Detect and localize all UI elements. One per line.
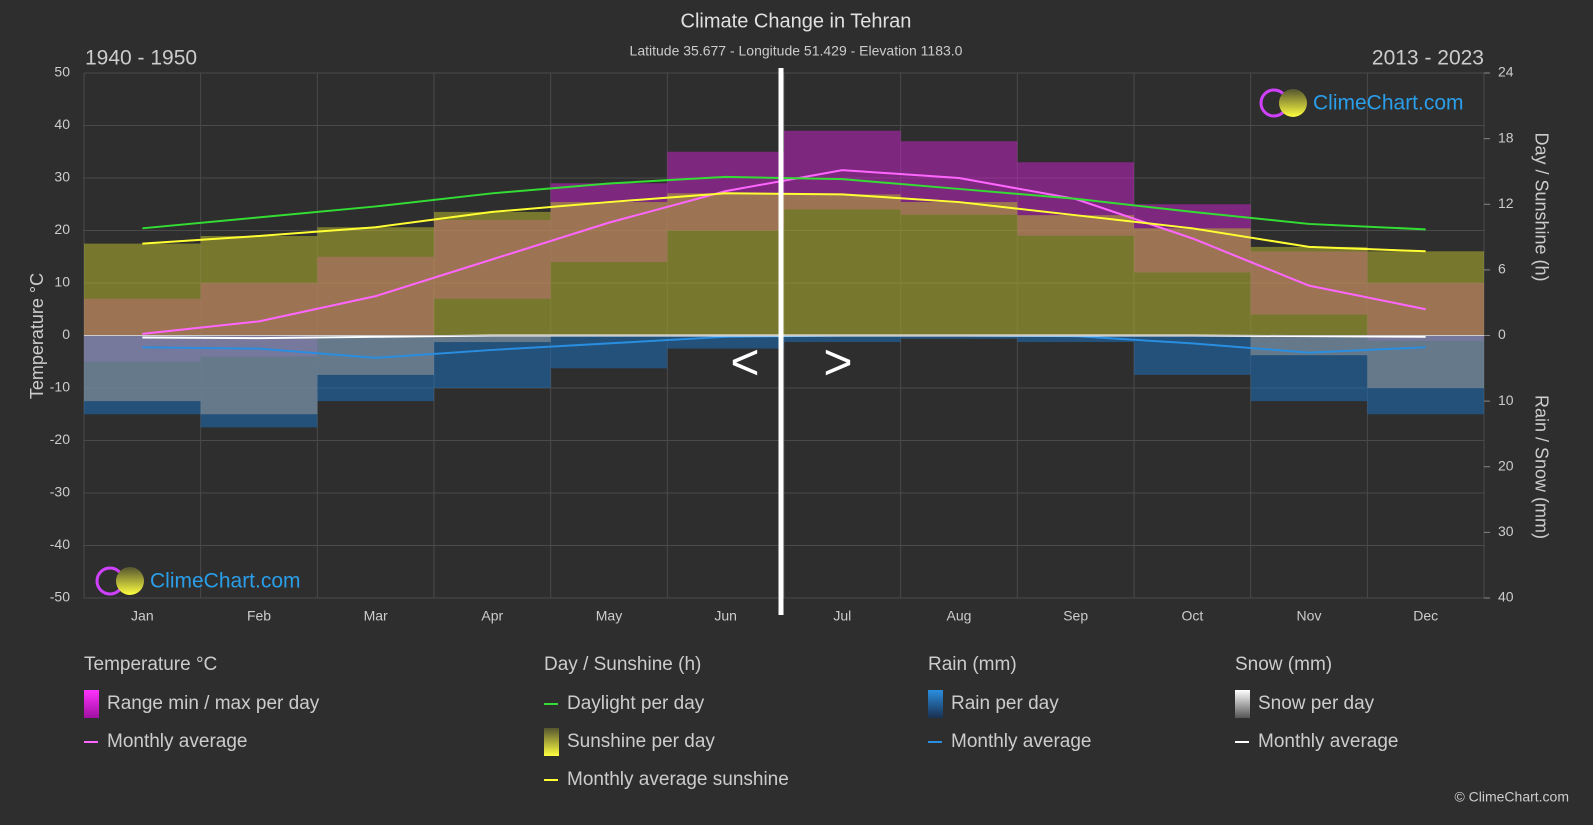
bar	[784, 335, 901, 343]
bar	[1134, 335, 1251, 375]
y-tick-label: 20	[54, 221, 70, 237]
legend-title: Day / Sunshine (h)	[544, 654, 701, 675]
y2-tick-label: 18	[1498, 129, 1514, 145]
bar	[434, 335, 551, 343]
bar	[200, 235, 318, 336]
x-tick-label: Jun	[714, 608, 737, 624]
x-tick-label: Jul	[833, 608, 851, 624]
legend-swatch	[1235, 690, 1250, 718]
y-tick-label: 40	[54, 116, 70, 132]
y2-tick-label: 6	[1498, 261, 1506, 277]
bar	[434, 335, 551, 388]
legend-entry: Monthly average	[951, 731, 1091, 752]
y2-tick-label: 0	[1498, 326, 1506, 342]
y3-tick-label: 20	[1498, 457, 1514, 473]
y2-tick-label: 12	[1498, 195, 1514, 211]
x-tick-label: Mar	[364, 608, 388, 624]
legend-entry: Snow per day	[1258, 693, 1375, 714]
y-tick-label: -40	[50, 536, 70, 552]
x-tick-label: Sep	[1063, 608, 1088, 624]
legend-entry: Daylight per day	[567, 693, 705, 714]
y-tick-label: 0	[62, 326, 70, 342]
y3-tick-label: 30	[1498, 523, 1514, 539]
chart-title: Climate Change in Tehran	[681, 10, 912, 32]
legend-entry: Monthly average sunshine	[567, 769, 789, 790]
bar	[84, 243, 201, 336]
plot-area: -50 -40 -30 -20 -10 0 10 20 30 40 50 0 6 12 18 24 10 20 30…	[50, 64, 1514, 624]
x-tick-label: Dec	[1413, 608, 1438, 624]
y2-tick-label: 24	[1498, 64, 1514, 80]
logo-bottom: ClimeChart.com	[95, 566, 301, 596]
bar	[1367, 251, 1484, 336]
bar	[317, 227, 434, 336]
bar	[1367, 335, 1484, 388]
copyright: © ClimeChart.com	[1454, 789, 1569, 805]
x-tick-label: Feb	[247, 608, 271, 624]
y3-tick-label: 40	[1498, 589, 1514, 605]
y3-axis-label: Rain / Snow (mm)	[1531, 395, 1551, 539]
y-tick-label: -20	[50, 431, 70, 447]
bar	[84, 335, 201, 402]
line	[142, 192, 1426, 253]
legend-title: Rain (mm)	[928, 654, 1017, 675]
legend-swatch	[544, 728, 559, 756]
bar	[1250, 246, 1368, 336]
legend-swatch	[84, 690, 99, 718]
y-tick-label: -10	[50, 379, 70, 395]
bar	[1017, 335, 1134, 343]
x-tick-label: May	[596, 608, 622, 624]
y-tick-label: -50	[50, 589, 70, 605]
y-tick-label: -30	[50, 484, 70, 500]
y-tick-label: 10	[54, 274, 70, 290]
y-tick-label: 30	[54, 169, 70, 185]
bar	[1134, 228, 1251, 336]
watermark: ClimeChart.com	[150, 570, 301, 593]
x-tick-label: Jan	[131, 608, 154, 624]
x-tick-label: Nov	[1297, 608, 1322, 624]
bar	[784, 194, 901, 336]
legend-entry: Monthly average	[107, 731, 247, 752]
legend-entry: Monthly average	[1258, 731, 1398, 752]
logo-top: ClimeChart.com	[1259, 88, 1464, 118]
y-tick-label: 50	[54, 64, 70, 80]
bar	[434, 211, 551, 336]
bar	[900, 202, 1018, 336]
legend-entry: Sunshine per day	[567, 731, 715, 752]
watermark: ClimeChart.com	[1313, 92, 1464, 115]
period-left: 1940 - 1950	[85, 47, 197, 70]
legend-entry: Range min / max per day	[107, 693, 320, 714]
logo-sun	[1279, 89, 1307, 117]
legend-swatch	[928, 690, 943, 718]
x-tick-label: Oct	[1181, 608, 1203, 624]
legend-title: Snow (mm)	[1235, 654, 1332, 675]
y2-axis-label: Day / Sunshine (h)	[1531, 132, 1551, 281]
logo-sun	[116, 567, 144, 595]
bar	[550, 202, 668, 336]
chart-subtitle: Latitude 35.677 - Longitude 51.429 - Ele…	[630, 43, 963, 59]
line	[142, 169, 1426, 335]
nav-prev[interactable]: <	[730, 334, 759, 390]
bar	[667, 193, 784, 336]
nav-next[interactable]: >	[823, 334, 852, 390]
y3-tick-label: 10	[1498, 392, 1514, 408]
x-tick-label: Apr	[481, 608, 503, 624]
bar	[1017, 215, 1134, 336]
legend: Temperature °C Range min / max per day Mon…	[84, 654, 1398, 790]
y-axis-label: Temperature °C	[27, 273, 47, 399]
line	[142, 175, 1426, 231]
legend-title: Temperature °C	[84, 654, 217, 675]
period-right: 2013 - 2023	[1372, 47, 1484, 70]
x-tick-label: Aug	[947, 608, 972, 624]
bar	[900, 335, 1018, 339]
legend-entry: Rain per day	[951, 693, 1059, 714]
